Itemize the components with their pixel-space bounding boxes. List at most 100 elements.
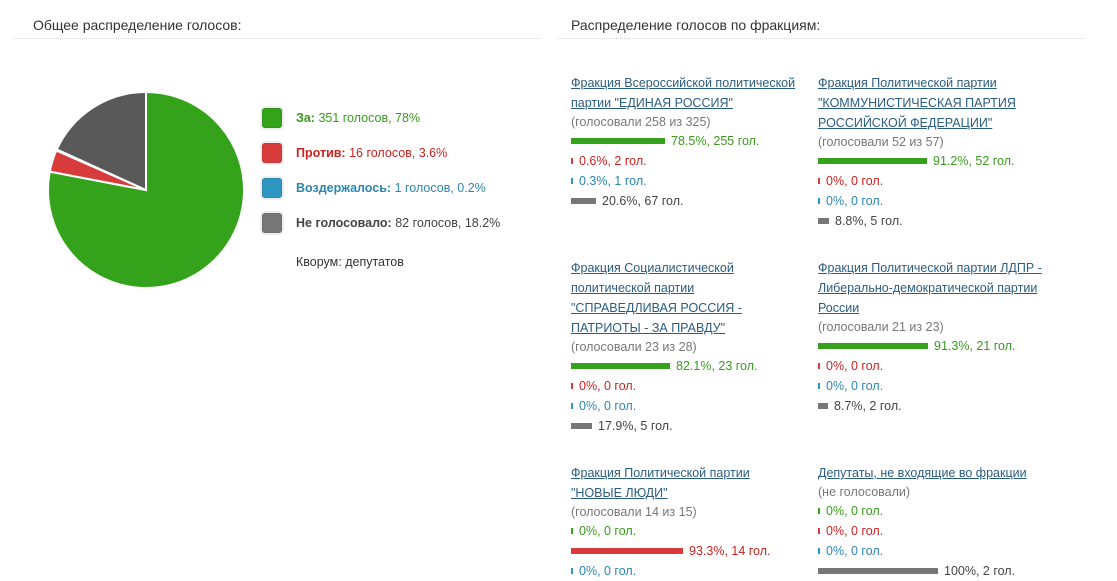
faction-bar-green (818, 157, 927, 164)
legend-against-value: 16 голосов, 3.6% (349, 146, 448, 160)
faction-voted-count: (не голосовали) (818, 485, 911, 499)
legend-against-swatch (262, 143, 282, 163)
faction-voted-count: (голосовали 14 из 15) (571, 505, 697, 519)
faction-stat-text: 0%, 0 гол. (579, 399, 637, 413)
faction-bar-red (818, 527, 820, 534)
faction-voted-count: (голосовали 21 из 23) (818, 320, 944, 334)
faction-stat-grey: 20.6%, 67 гол. (571, 191, 811, 211)
faction-stat-grey: 8.7%, 2 гол. (818, 396, 1058, 416)
legend-for-swatch (262, 108, 282, 128)
legend-absent-swatch (262, 213, 282, 233)
faction-stat-blue: 0.3%, 1 гол. (571, 171, 811, 191)
faction-stat-blue: 0%, 0 гол. (818, 376, 1058, 396)
faction-voted-count: (голосовали 52 из 57) (818, 135, 944, 149)
quorum-text: Кворум: депутатов (296, 255, 404, 269)
faction-card: Фракция Политической партии "НОВЫЕ ЛЮДИ"… (571, 463, 771, 581)
faction-bar-blue (571, 567, 573, 574)
faction-stat-red: 0.6%, 2 гол. (571, 151, 811, 171)
faction-link[interactable]: Фракция Политической партии ЛДПР - Либер… (818, 261, 1042, 315)
faction-stat-green: 0%, 0 гол. (571, 521, 771, 541)
legend-abstain-value: 1 голосов, 0.2% (394, 181, 486, 195)
faction-stat-text: 91.3%, 21 гол. (934, 339, 1016, 353)
faction-bar-red (818, 177, 820, 184)
faction-bar-blue (571, 402, 573, 409)
faction-card: Фракция Всероссийской политической парти… (571, 73, 811, 211)
pie-slice-absent (55, 90, 147, 192)
faction-link[interactable]: Фракция Социалистической политической па… (571, 261, 742, 335)
faction-bar-red (571, 547, 683, 554)
legend-absent-text: Не голосовало: 82 голосов, 18.2% (296, 216, 500, 230)
faction-bar-blue (818, 547, 820, 554)
faction-stat-red: 0%, 0 гол. (818, 521, 1058, 541)
faction-link[interactable]: Фракция Политической партии "КОММУНИСТИЧ… (818, 76, 1016, 130)
faction-bar-grey (818, 402, 828, 409)
faction-bar-grey (571, 197, 596, 204)
faction-stat-blue: 0%, 0 гол. (818, 541, 1058, 561)
faction-card: Фракция Социалистической политической па… (571, 258, 771, 436)
overall-divider (14, 38, 539, 39)
faction-link[interactable]: Депутаты, не входящие во фракции (818, 466, 1027, 480)
faction-stat-text: 91.2%, 52 гол. (933, 154, 1015, 168)
faction-voted-count: (голосовали 258 из 325) (571, 115, 711, 129)
faction-stat-green: 78.5%, 255 гол. (571, 131, 811, 151)
faction-bar-red (571, 382, 573, 389)
legend-for-value: 351 голосов, 78% (318, 111, 421, 125)
faction-bar-grey (571, 422, 592, 429)
faction-stat-text: 0.6%, 2 гол. (579, 154, 647, 168)
faction-stat-green: 91.2%, 52 гол. (818, 151, 1058, 171)
faction-stat-green: 0%, 0 гол. (818, 501, 1058, 521)
faction-stat-grey: 17.9%, 5 гол. (571, 416, 771, 436)
faction-stat-text: 20.6%, 67 гол. (602, 194, 684, 208)
faction-stat-text: 78.5%, 255 гол. (671, 134, 760, 148)
vote-pie-chart (47, 90, 245, 289)
faction-card: Депутаты, не входящие во фракции (не голо… (818, 463, 1058, 581)
faction-stat-text: 8.8%, 5 гол. (835, 214, 903, 228)
faction-stat-blue: 0%, 0 гол. (571, 561, 771, 581)
faction-bar-blue (818, 197, 820, 204)
faction-stat-text: 8.7%, 2 гол. (834, 399, 902, 413)
faction-stat-red: 0%, 0 гол. (818, 171, 1058, 191)
legend-against-text: Против: 16 голосов, 3.6% (296, 146, 447, 160)
faction-bar-green (571, 137, 665, 144)
faction-stat-text: 0%, 0 гол. (826, 504, 884, 518)
faction-bar-green (818, 507, 820, 514)
faction-stat-text: 0%, 0 гол. (826, 544, 884, 558)
faction-stat-text: 0%, 0 гол. (826, 524, 884, 538)
faction-stat-text: 17.9%, 5 гол. (598, 419, 673, 433)
legend-abstain-swatch (262, 178, 282, 198)
faction-stat-grey: 100%, 2 гол. (818, 561, 1058, 581)
faction-bar-blue (571, 177, 573, 184)
legend-against-label: Против: (296, 146, 346, 160)
faction-bar-blue (818, 382, 820, 389)
factions-divider (558, 38, 1083, 39)
faction-stat-red: 0%, 0 гол. (818, 356, 1058, 376)
faction-bar-red (818, 362, 820, 369)
faction-stat-text: 82.1%, 23 гол. (676, 359, 758, 373)
faction-card: Фракция Политической партии "КОММУНИСТИЧ… (818, 73, 1058, 231)
faction-stat-text: 100%, 2 гол. (944, 564, 1016, 578)
factions-heading: Распределение голосов по фракциям: (571, 17, 821, 33)
faction-stat-text: 0%, 0 гол. (579, 379, 637, 393)
faction-stat-text: 0%, 0 гол. (826, 379, 884, 393)
faction-stat-text: 93.3%, 14 гол. (689, 544, 771, 558)
legend-for-text: За: 351 голосов, 78% (296, 111, 420, 125)
faction-stat-grey: 8.8%, 5 гол. (818, 211, 1058, 231)
legend-absent-label: Не голосовало: (296, 216, 392, 230)
faction-card: Фракция Политической партии ЛДПР - Либер… (818, 258, 1058, 416)
faction-link[interactable]: Фракция Всероссийской политической парти… (571, 76, 796, 110)
faction-stat-blue: 0%, 0 гол. (571, 396, 771, 416)
faction-bar-grey (818, 567, 938, 574)
faction-stat-text: 0%, 0 гол. (579, 564, 637, 578)
faction-link[interactable]: Фракция Политической партии "НОВЫЕ ЛЮДИ" (571, 466, 750, 500)
faction-bar-red (571, 157, 573, 164)
faction-bar-green (571, 362, 670, 369)
faction-stat-text: 0%, 0 гол. (579, 524, 637, 538)
faction-stat-green: 91.3%, 21 гол. (818, 336, 1058, 356)
faction-bar-green (571, 527, 573, 534)
faction-stat-green: 82.1%, 23 гол. (571, 356, 771, 376)
faction-stat-text: 0.3%, 1 гол. (579, 174, 647, 188)
legend-abstain-text: Воздержалось: 1 голосов, 0.2% (296, 181, 486, 195)
faction-stat-blue: 0%, 0 гол. (818, 191, 1058, 211)
faction-stat-text: 0%, 0 гол. (826, 194, 884, 208)
overall-heading: Общее распределение голосов: (33, 17, 242, 33)
